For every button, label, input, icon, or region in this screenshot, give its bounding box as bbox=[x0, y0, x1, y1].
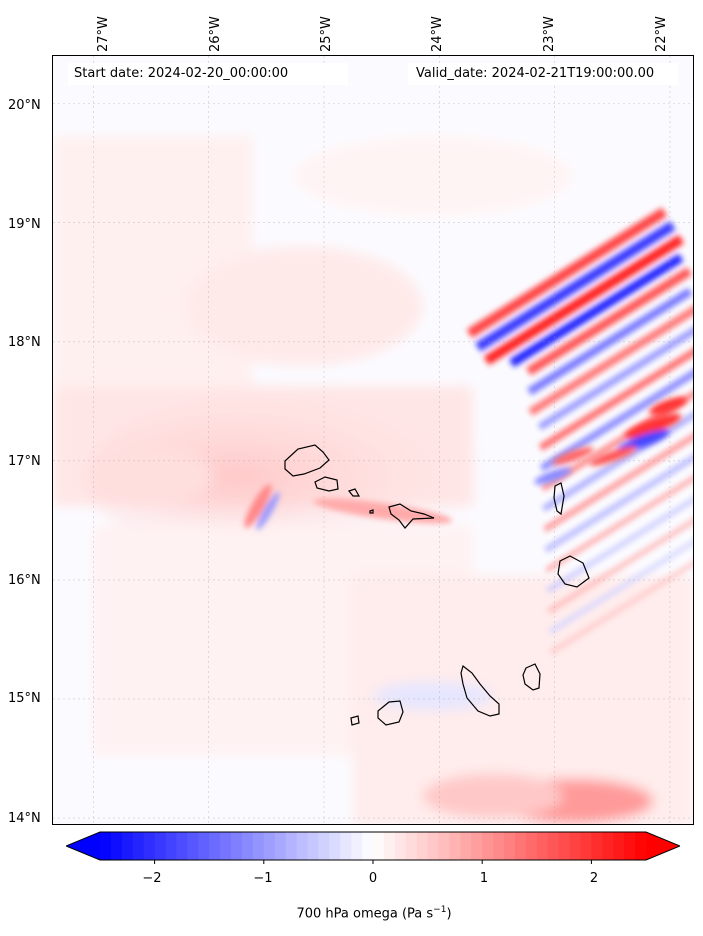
colorbar-cell bbox=[591, 832, 603, 860]
colorbar-tick-label: 0 bbox=[368, 871, 378, 886]
lat-label: 17°N bbox=[8, 454, 41, 469]
lon-label: 26°W bbox=[208, 16, 223, 52]
colorbar-title-exponent: −1 bbox=[433, 905, 447, 915]
colorbar-cell bbox=[493, 832, 505, 860]
colorbar-cell bbox=[602, 832, 614, 860]
colorbar-cell bbox=[482, 832, 494, 860]
colorbar-title: 700 hPa omega (Pa s−1) bbox=[0, 905, 703, 921]
coastlines bbox=[284, 444, 590, 726]
colorbar-cell bbox=[635, 832, 647, 860]
colorbar-cell bbox=[154, 832, 167, 860]
lat-label: 14°N bbox=[8, 811, 41, 826]
colorbar-title-text: 700 hPa omega (Pa s bbox=[296, 906, 434, 922]
lat-label: 18°N bbox=[8, 335, 41, 350]
lat-label: 15°N bbox=[8, 691, 41, 706]
colorbar bbox=[66, 831, 680, 864]
colorbar-cell bbox=[121, 832, 134, 860]
island-streak bbox=[244, 484, 453, 531]
colorbar-cell bbox=[252, 832, 265, 860]
colorbar-cell bbox=[416, 832, 429, 860]
colorbar-extend-max bbox=[646, 832, 680, 860]
colorbar-cell bbox=[318, 832, 330, 860]
colorbar-cell bbox=[285, 832, 298, 860]
colorbar-tick-marks bbox=[154, 860, 592, 864]
colorbar-outline bbox=[66, 831, 680, 861]
colorbar-cell bbox=[351, 832, 363, 860]
island-santa-luzia bbox=[347, 488, 361, 497]
colorbar-cell bbox=[504, 832, 516, 860]
colorbar-cell bbox=[340, 832, 352, 860]
colorbar-cells bbox=[66, 832, 680, 860]
colorbar-cell bbox=[362, 832, 374, 860]
colorbar-cell bbox=[427, 832, 440, 860]
island-fogo bbox=[377, 700, 404, 726]
island-santo-antao bbox=[284, 444, 330, 477]
colorbar-cell bbox=[209, 832, 221, 860]
colorbar-cell bbox=[471, 832, 483, 860]
colorbar-cell bbox=[274, 832, 287, 860]
lon-label: 23°W bbox=[542, 16, 557, 52]
colorbar-cell bbox=[220, 832, 232, 860]
lat-label: 16°N bbox=[8, 573, 41, 588]
colorbar-cell bbox=[296, 832, 308, 860]
wave-cells bbox=[534, 397, 687, 485]
colorbar-cell bbox=[383, 832, 396, 860]
island-santiago bbox=[460, 664, 500, 717]
colorbar-tick-label: −2 bbox=[142, 871, 162, 886]
lon-label: 24°W bbox=[430, 16, 445, 52]
colorbar-cell bbox=[307, 832, 319, 860]
colorbar-cell bbox=[373, 832, 385, 860]
start-date-label: Start date: 2024-02-20_00:00:00 bbox=[68, 63, 348, 85]
colorbar-cell bbox=[558, 832, 571, 860]
island-sao-nicolau bbox=[388, 503, 435, 529]
colorbar-cell bbox=[624, 832, 636, 860]
lat-label: 19°N bbox=[8, 217, 41, 232]
colorbar-cell bbox=[569, 832, 581, 860]
colorbar-cell bbox=[198, 832, 210, 860]
lat-label: 20°N bbox=[8, 98, 41, 113]
colorbar-tick-label: 2 bbox=[589, 871, 599, 886]
colorbar-cell bbox=[263, 832, 276, 860]
wave-stripes bbox=[466, 207, 693, 655]
colorbar-cell bbox=[231, 832, 243, 860]
colorbar-cell bbox=[547, 832, 560, 860]
colorbar-cell bbox=[110, 832, 123, 860]
valid-date-label: Valid_date: 2024-02-21T19:00:00.00 bbox=[408, 63, 678, 85]
colorbar-cell bbox=[165, 832, 177, 860]
lon-label: 27°W bbox=[96, 16, 111, 52]
colorbar-cell bbox=[100, 832, 112, 860]
island-maio bbox=[522, 663, 541, 691]
colorbar-cell bbox=[613, 832, 625, 860]
island-boa-vista bbox=[557, 555, 590, 588]
gridlines bbox=[53, 56, 693, 824]
colorbar-cell bbox=[460, 832, 472, 860]
colorbar-cell bbox=[394, 832, 407, 860]
lon-label: 25°W bbox=[319, 16, 334, 52]
lon-label: 22°W bbox=[654, 16, 669, 52]
colorbar-cell bbox=[438, 832, 450, 860]
colorbar-cell bbox=[449, 832, 461, 860]
colorbar-tick-label: −1 bbox=[253, 871, 273, 886]
island-brava bbox=[350, 715, 360, 726]
colorbar-tick-label: 1 bbox=[479, 871, 489, 886]
colorbar-cell bbox=[514, 832, 527, 860]
map-panel bbox=[52, 55, 694, 825]
island-branco bbox=[369, 509, 374, 514]
omega-field-map bbox=[53, 56, 693, 824]
colorbar-cell bbox=[536, 832, 549, 860]
island-sao-vicente bbox=[314, 476, 339, 492]
colorbar-cell bbox=[132, 832, 145, 860]
colorbar-cell bbox=[187, 832, 199, 860]
colorbar-cell bbox=[525, 832, 538, 860]
colorbar-cell bbox=[176, 832, 188, 860]
colorbar-cell bbox=[329, 832, 341, 860]
colorbar-extend-min bbox=[66, 832, 100, 860]
colorbar-cell bbox=[580, 832, 592, 860]
island-sal bbox=[553, 482, 565, 516]
colorbar-cell bbox=[405, 832, 418, 860]
weak-field bbox=[53, 136, 693, 824]
colorbar-title-close: ) bbox=[446, 906, 452, 922]
colorbar-cell bbox=[241, 832, 254, 860]
colorbar-cell bbox=[143, 832, 156, 860]
